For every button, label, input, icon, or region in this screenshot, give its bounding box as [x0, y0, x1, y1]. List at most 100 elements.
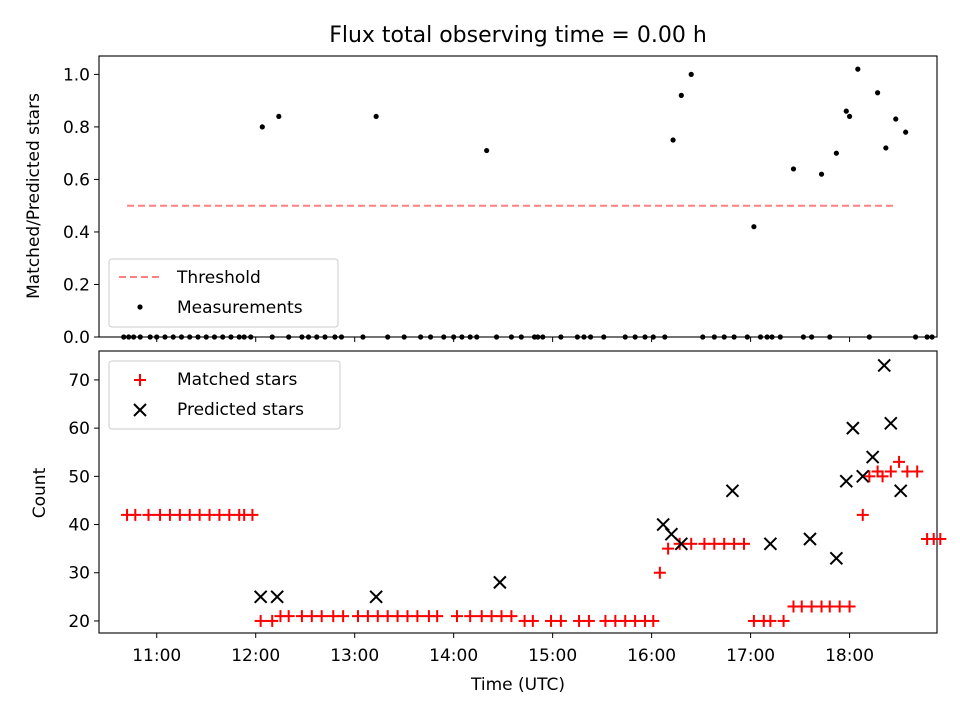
matched-star-point: [431, 610, 444, 623]
measurement-point: [700, 334, 706, 340]
top-y-axis-label: Matched/Predicted stars: [24, 93, 44, 299]
predicted-star-point: [877, 358, 891, 373]
measurement-point: [721, 334, 727, 340]
top-y-tick-label: 0.6: [63, 170, 90, 190]
predicted-star-point: [493, 575, 507, 590]
predicted-star-point: [839, 474, 853, 488]
measurement-point: [622, 334, 628, 340]
measurement-point: [574, 334, 580, 340]
measurement-point: [843, 108, 849, 114]
bottom-axes-frame: [98, 350, 938, 634]
matched-star-point: [129, 508, 142, 521]
predicted-star-point: [865, 450, 880, 464]
measurement-point: [769, 334, 775, 340]
measurement-point: [170, 334, 176, 340]
measurement-point: [484, 147, 490, 154]
measurement-point: [688, 71, 694, 77]
matched-star-point: [411, 610, 424, 623]
measurement-point: [670, 137, 676, 143]
measurement-point: [678, 92, 684, 98]
measurement-point: [508, 334, 515, 340]
bottom-x-tick-label: 11:00: [132, 646, 181, 666]
x-axis-label: Time (UTC): [470, 675, 565, 695]
matched-star-point: [863, 470, 876, 483]
measurement-point: [121, 334, 127, 340]
matched-star-point: [934, 533, 947, 545]
measurement-point: [912, 334, 919, 340]
bottom-y-tick-label: 70: [68, 371, 90, 391]
bottom-y-axis-label: Count: [30, 467, 50, 518]
legend-predicted-label: Predicted stars: [177, 400, 304, 420]
predicted-star-point: [725, 484, 740, 498]
matched-star-point: [582, 614, 595, 627]
matched-star-point: [653, 566, 666, 579]
measurement-point: [929, 334, 935, 340]
top-y-tick-label: 1.0: [63, 65, 90, 85]
predicted-star-point: [270, 590, 284, 604]
measurement-point: [893, 116, 899, 122]
matched-star-point: [254, 614, 267, 627]
matched-star-point: [505, 610, 518, 623]
measurement-point: [632, 334, 638, 340]
measurement-point: [248, 334, 254, 340]
bottom-axes: Count Time (UTC) 20 30 40 50 60 70 11:00 12:00 1…: [30, 350, 947, 695]
measurement-point: [228, 334, 234, 340]
matched-star-point: [464, 610, 477, 623]
measurement-point: [558, 334, 564, 340]
matched-star-point: [737, 537, 750, 550]
predicted-star-point: [763, 537, 778, 551]
matched-star-point: [282, 610, 295, 623]
measurement-point: [751, 224, 757, 230]
measurement-point: [241, 334, 247, 340]
matched-star-point: [315, 610, 328, 623]
measurement-point: [800, 334, 806, 340]
top-legend: Threshold Measurements: [108, 258, 339, 328]
matched-star-point: [526, 614, 539, 627]
measurement-point: [178, 334, 185, 340]
measurement-point: [662, 334, 668, 340]
top-axes: Matched/Predicted stars 0.0 0.2 0.4 0.6 0.8 1…: [24, 55, 938, 348]
matched-star-point: [856, 508, 869, 521]
matched-star-point: [777, 614, 790, 627]
measurement-point: [286, 334, 292, 340]
measurement-point: [322, 334, 328, 340]
bottom-x-tick-label: 17:00: [726, 646, 775, 666]
measurement-point: [126, 334, 132, 340]
measurement-point: [195, 334, 201, 340]
measurement-point: [401, 334, 407, 340]
matched-star-point: [337, 610, 350, 623]
predicted-star-point: [884, 416, 898, 431]
matched-star-point: [246, 508, 259, 521]
measurement-point: [833, 150, 839, 156]
bottom-x-tick-label: 12:00: [231, 646, 280, 666]
bottom-x-tick-label: 16:00: [627, 646, 676, 666]
measurement-point: [385, 334, 391, 340]
top-y-tick-label: 0.2: [63, 275, 90, 295]
measurement-point: [581, 334, 587, 340]
measurement-point: [131, 334, 137, 340]
predicted-star-point: [856, 469, 870, 484]
measurement-point: [459, 334, 465, 340]
bottom-x-tick-label: 13:00: [330, 646, 379, 666]
measurement-point: [259, 124, 265, 130]
matched-star-point: [685, 537, 698, 550]
legend-threshold-label: Threshold: [176, 268, 261, 288]
matched-star-point: [450, 610, 463, 623]
measurement-point: [764, 334, 770, 340]
measurement-point: [299, 334, 305, 340]
measurement-point: [650, 334, 656, 340]
measurement-point: [601, 334, 607, 340]
measurement-point: [441, 334, 447, 340]
top-legend-box: [108, 258, 339, 328]
measurement-point: [757, 334, 764, 340]
matched-star-point: [662, 542, 675, 555]
measurement-point: [846, 113, 853, 120]
matched-star-point: [843, 600, 856, 613]
legend-matched-swatch: [134, 374, 146, 386]
legend-measurements-label: Measurements: [177, 298, 303, 318]
matched-star-point: [673, 537, 686, 550]
measurement-point: [276, 113, 282, 120]
measurement-point: [827, 334, 833, 340]
